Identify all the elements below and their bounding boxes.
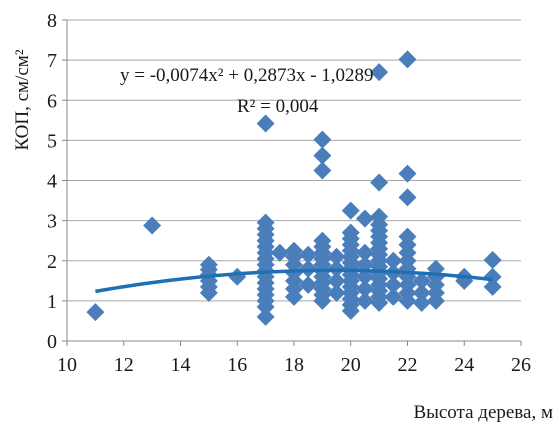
x-tick-label: 16	[227, 354, 247, 376]
x-tick-label: 22	[398, 354, 418, 376]
y-tick-label: 8	[47, 10, 57, 32]
data-point	[270, 243, 289, 262]
x-axis-title: Высота дерева, м	[413, 402, 553, 423]
trendline-equation: y = -0,0074x² + 0,2873x - 1,0289	[120, 65, 374, 86]
y-axis-title: КОП, см/см²	[12, 49, 33, 150]
data-point	[313, 130, 332, 149]
y-tick-label: 7	[47, 50, 57, 72]
data-point	[341, 201, 360, 220]
data-point	[412, 293, 431, 312]
x-tick-label: 24	[454, 354, 474, 376]
x-tick-label: 18	[284, 354, 304, 376]
data-point	[398, 164, 417, 183]
data-point	[256, 213, 275, 232]
data-point	[327, 271, 346, 290]
data-point	[412, 283, 431, 302]
y-tick-label: 6	[47, 90, 57, 112]
data-point	[355, 209, 374, 228]
data-point	[483, 267, 502, 286]
data-point	[412, 271, 431, 290]
y-tick-label: 4	[47, 171, 57, 193]
data-point	[285, 241, 303, 260]
x-tick-label: 10	[57, 354, 77, 376]
x-tick-label: 12	[114, 354, 134, 376]
y-tick-label: 2	[47, 251, 57, 273]
gridlines	[67, 19, 521, 302]
data-point	[299, 259, 318, 278]
data-point	[313, 231, 332, 250]
data-point	[370, 207, 389, 226]
data-point	[143, 216, 162, 235]
data-point	[313, 146, 332, 165]
r-squared-label: R² = 0,004	[237, 96, 319, 117]
data-point	[299, 245, 318, 264]
y-tick-label: 0	[47, 331, 57, 353]
data-point	[327, 247, 346, 266]
data-point	[384, 287, 403, 306]
data-point	[86, 303, 105, 322]
data-point	[299, 275, 318, 294]
data-point	[355, 279, 374, 298]
data-point	[199, 255, 218, 274]
data-point	[370, 63, 389, 82]
data-point	[313, 161, 332, 180]
data-point	[384, 275, 403, 294]
data-point	[355, 243, 374, 262]
x-tick-label: 14	[171, 354, 191, 376]
y-tick-label: 1	[47, 291, 57, 313]
data-point	[228, 267, 247, 286]
data-point	[370, 173, 389, 192]
data-point	[327, 283, 346, 302]
x-axis: 10 12 14 16 18 20 22 24 26	[57, 341, 531, 376]
trendline	[95, 268, 493, 294]
data-point	[483, 277, 502, 296]
data-point	[398, 188, 417, 207]
data-point	[398, 227, 417, 246]
data-points	[86, 50, 502, 326]
data-point	[355, 291, 374, 310]
y-axis: 0 1 2 3 4 5 6 7 8	[47, 10, 67, 353]
x-tick-label: 20	[341, 354, 361, 376]
y-tick-label: 3	[47, 211, 57, 233]
data-point	[256, 114, 275, 133]
data-point	[256, 307, 275, 326]
y-tick-label: 5	[47, 130, 57, 152]
x-tick-label: 26	[511, 354, 531, 376]
data-point	[398, 50, 417, 69]
data-point	[483, 250, 502, 269]
data-point	[341, 223, 360, 242]
data-point	[384, 251, 403, 270]
